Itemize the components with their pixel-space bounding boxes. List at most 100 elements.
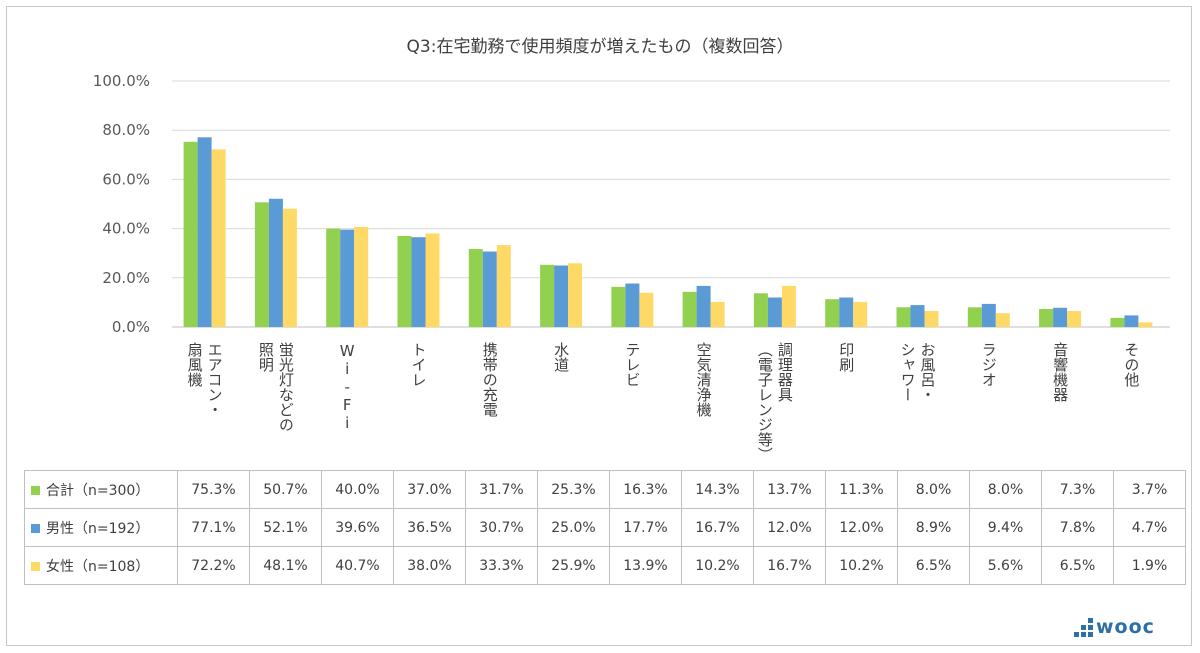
- bar: [411, 237, 426, 327]
- category-label: 携帯の充電: [480, 342, 499, 417]
- bar: [781, 285, 796, 327]
- bar: [326, 228, 341, 327]
- table-cell: 39.6%: [321, 508, 394, 547]
- table-cell: 8.0%: [969, 470, 1042, 509]
- table-cell: 11.3%: [825, 470, 898, 509]
- bar: [910, 305, 925, 327]
- bar: [496, 245, 511, 327]
- category-label: 蛍光灯などの 照明: [256, 342, 295, 432]
- bar: [282, 208, 297, 327]
- category-label: トイレ: [409, 342, 428, 387]
- table-cell: 7.8%: [1041, 508, 1114, 547]
- table-cell: 52.1%: [249, 508, 322, 547]
- bar: [1138, 322, 1153, 327]
- bar: [625, 283, 640, 327]
- series-label: 男性（n=192）: [24, 508, 178, 547]
- bar: [896, 307, 911, 327]
- table-cell: 3.7%: [1113, 470, 1186, 509]
- bar: [340, 229, 355, 327]
- bar: [1039, 309, 1054, 327]
- bar: [397, 236, 412, 327]
- bar: [981, 303, 996, 327]
- brand-logo: wooc: [1074, 616, 1170, 640]
- category-label: 空気清浄機: [694, 342, 713, 417]
- bar: [1053, 307, 1068, 327]
- bar: [853, 301, 868, 327]
- bar: [268, 198, 283, 327]
- y-tick-label: 20.0%: [102, 269, 150, 287]
- table-cell: 37.0%: [393, 470, 466, 509]
- category-label: 調理器具 （電子レンジ等）: [755, 342, 794, 462]
- y-tick-label: 100.0%: [93, 72, 150, 90]
- y-tick-label: 80.0%: [102, 121, 150, 139]
- bar: [839, 297, 854, 327]
- table-cell: 30.7%: [465, 508, 538, 547]
- series-name: 女性（n=108）: [46, 558, 150, 575]
- legend-key: [31, 562, 40, 571]
- table-cell: 25.0%: [537, 508, 610, 547]
- table-cell: 38.0%: [393, 546, 466, 585]
- bar: [1124, 315, 1139, 327]
- table-cell: 6.5%: [1041, 546, 1114, 585]
- table-cell: 8.0%: [897, 470, 970, 509]
- table-cell: 10.2%: [825, 546, 898, 585]
- category-label: その他: [1122, 342, 1141, 387]
- table-cell: 10.2%: [681, 546, 754, 585]
- table-cell: 16.7%: [753, 546, 826, 585]
- bar: [197, 137, 212, 327]
- logo-text: wooc: [1096, 616, 1155, 638]
- table-cell: 7.3%: [1041, 470, 1114, 509]
- legend-key: [31, 486, 40, 495]
- category-label: 水道: [552, 342, 571, 372]
- bar: [540, 264, 555, 327]
- category-label: Wi-Fi: [338, 342, 357, 432]
- bar: [753, 293, 768, 327]
- table-cell: 25.3%: [537, 470, 610, 509]
- table-row: 男性（n=192） 77.1% 52.1% 39.6% 36.5% 30.7% 25.0% 1…: [24, 508, 1186, 547]
- bar: [924, 311, 939, 327]
- category-label: お風呂・ シャワー: [898, 342, 937, 402]
- table-cell: 33.3%: [465, 546, 538, 585]
- table-cell: 31.7%: [465, 470, 538, 509]
- category-label: ラジオ: [979, 342, 998, 387]
- table-cell: 17.7%: [609, 508, 682, 547]
- bar: [825, 299, 840, 327]
- table-cell: 16.3%: [609, 470, 682, 509]
- bar: [183, 141, 198, 327]
- table-cell: 50.7%: [249, 470, 322, 509]
- bar: [554, 265, 569, 327]
- bar: [254, 202, 269, 327]
- bar: [1110, 317, 1125, 327]
- table-row: 女性（n=108） 72.2% 48.1% 40.7% 38.0% 33.3% 25.9% 1…: [24, 546, 1186, 585]
- series-label: 女性（n=108）: [24, 546, 178, 585]
- table-cell: 13.7%: [753, 470, 826, 509]
- table-cell: 12.0%: [753, 508, 826, 547]
- series-label: 合計（n=300）: [24, 470, 178, 509]
- table-cell: 72.2%: [177, 546, 250, 585]
- plot-area: 0.0% 20.0% 40.0% 60.0% 80.0% 100.0%: [93, 72, 1170, 336]
- bar: [468, 249, 483, 327]
- bar: [710, 301, 725, 327]
- table-cell: 1.9%: [1113, 546, 1186, 585]
- table-cell: 48.1%: [249, 546, 322, 585]
- y-tick-label: 40.0%: [102, 220, 150, 238]
- y-tick-label: 60.0%: [102, 170, 150, 188]
- table-cell: 9.4%: [969, 508, 1042, 547]
- category-label: エアコン・ 扇風機: [185, 342, 224, 417]
- series-name: 合計（n=300）: [46, 482, 150, 499]
- table-cell: 40.0%: [321, 470, 394, 509]
- table-cell: 4.7%: [1113, 508, 1186, 547]
- table-cell: 36.5%: [393, 508, 466, 547]
- table-cell: 40.7%: [321, 546, 394, 585]
- category-label: 音響機器: [1051, 342, 1070, 402]
- bar: [568, 263, 583, 327]
- table-cell: 75.3%: [177, 470, 250, 509]
- bar: [611, 286, 626, 327]
- table-cell: 77.1%: [177, 508, 250, 547]
- bar: [682, 291, 697, 327]
- category-label: 印刷: [837, 342, 856, 372]
- y-tick-label: 0.0%: [112, 318, 150, 336]
- bar: [354, 226, 369, 327]
- bar: [967, 307, 982, 327]
- legend-key: [31, 524, 40, 533]
